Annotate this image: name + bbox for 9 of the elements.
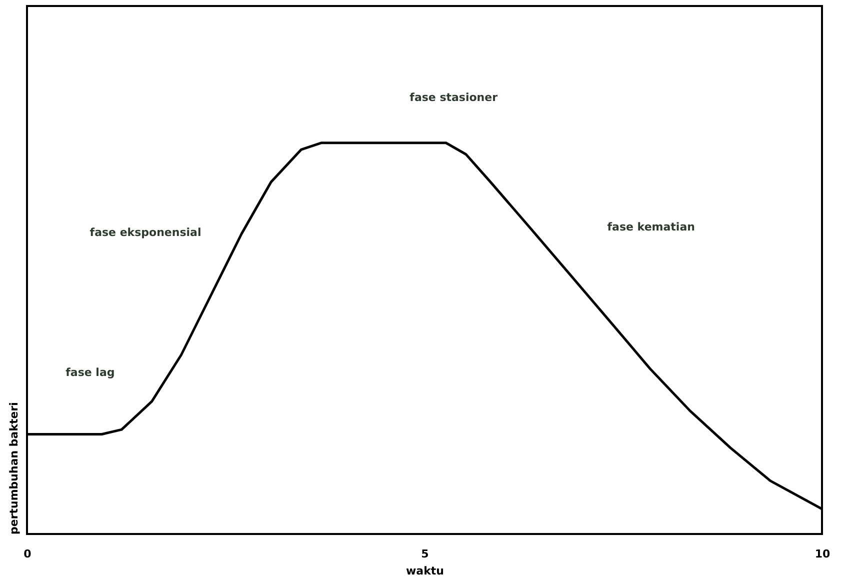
x-tick-label: 10 bbox=[814, 548, 830, 560]
y-axis-title: pertumbuhan bakteri bbox=[8, 402, 20, 534]
annotation: fase kematian bbox=[607, 220, 695, 234]
annotation: fase lag bbox=[66, 366, 115, 380]
annotation: fase eksponensial bbox=[90, 226, 202, 239]
text: fase stasioner bbox=[410, 90, 498, 104]
x-tick-label: 5 bbox=[421, 548, 429, 560]
x-tick-label: 0 bbox=[24, 548, 32, 560]
x-axis-title: waktu bbox=[406, 564, 444, 578]
